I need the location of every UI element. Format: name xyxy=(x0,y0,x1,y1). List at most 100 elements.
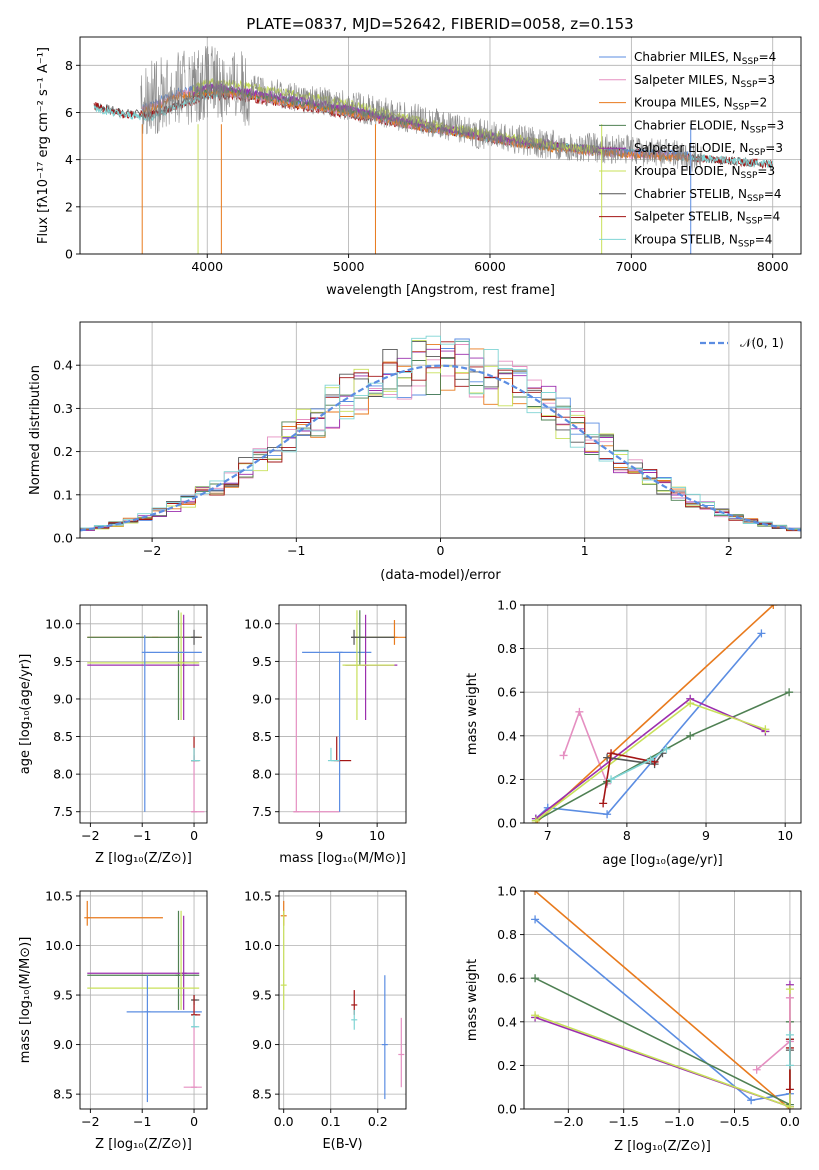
y-tick-label: 9.5 xyxy=(53,988,73,1003)
y-axis-label: age [log₁₀(age/yr)] xyxy=(18,654,33,775)
legend-suffix: =4 xyxy=(755,232,773,246)
weight-marker xyxy=(785,1102,794,1109)
weight-marker xyxy=(686,699,695,708)
legend-entry: Salpeter MILES, NSSP=3 xyxy=(634,73,775,90)
x-tick-label: −2 xyxy=(81,1114,99,1129)
y-tick-label: 0.4 xyxy=(53,358,73,373)
x-tick-label: 7 xyxy=(544,828,552,843)
legend-entry: Kroupa MILES, NSSP=2 xyxy=(634,96,767,113)
weight-marker xyxy=(559,751,568,760)
errorbar-axes: 0.0 0.1 0.2 8.5 9.0 9.5 10.0 10.5 xyxy=(244,888,407,1129)
y-tick-label: 1.0 xyxy=(497,884,517,899)
y-tick-label: 4 xyxy=(65,152,73,167)
weight-line xyxy=(534,891,791,1109)
y-tick-label: 9.0 xyxy=(252,691,272,706)
legend-suffix: =4 xyxy=(764,187,782,201)
x-axis-label: mass [log₁₀(M/M⊙)] xyxy=(279,851,406,866)
y-tick-label: 8.5 xyxy=(252,729,272,744)
legend-entry: 𝒩(0, 1) xyxy=(740,336,784,350)
y-axis-label: mass weight xyxy=(465,959,480,1041)
errorbar-axes-marks xyxy=(293,610,406,813)
weight-marker xyxy=(761,725,770,734)
weight-marker xyxy=(531,915,540,924)
legend-entry: Kroupa STELIB, NSSP=4 xyxy=(634,232,772,249)
weight-line xyxy=(535,632,763,820)
y-tick-label: 2 xyxy=(65,199,73,214)
weight-line xyxy=(535,605,774,823)
axes-frame xyxy=(79,36,802,255)
y-axis-label: mass [log₁₀(M/M⊙)] xyxy=(18,937,33,1064)
y-tick-label: 0.2 xyxy=(497,772,517,787)
y-tick-label: 0.2 xyxy=(53,444,73,459)
legend-subscript: SSP xyxy=(746,217,763,227)
weight-marker xyxy=(686,731,695,740)
y-tick-label: 10.0 xyxy=(45,938,73,953)
y-tick-label: 0.4 xyxy=(497,1014,517,1029)
x-tick-label: 9 xyxy=(315,828,323,843)
errorbar-axes: −2 −1 0 8.5 9.0 9.5 10.0 10.5 xyxy=(45,888,208,1129)
weight-marker xyxy=(607,749,616,758)
y-tick-label: 10.0 xyxy=(244,616,272,631)
x-axis-label: Z [log₁₀(Z/Z⊙)] xyxy=(95,851,192,866)
weight-marker xyxy=(531,1011,540,1020)
x-tick-label: 10 xyxy=(369,828,385,843)
figure-title: PLATE=0837, MJD=52642, FIBERID=0058, z=0… xyxy=(246,15,633,33)
y-tick-label: 8 xyxy=(65,58,73,73)
x-tick-label: 5000 xyxy=(333,259,365,274)
legend-subscript: SSP xyxy=(748,148,765,158)
y-tick-label: 10.5 xyxy=(244,888,272,903)
y-tick-label: 0.8 xyxy=(497,641,517,656)
weight-marker xyxy=(575,707,584,716)
weight-line xyxy=(534,989,791,1108)
weight-marker xyxy=(531,816,540,823)
legend-subscript: SSP xyxy=(747,194,764,204)
residuals-axes-marks xyxy=(80,335,801,533)
weight-marker xyxy=(531,891,540,895)
legend-subscript: SSP xyxy=(741,80,758,90)
y-tick-label: 9.0 xyxy=(53,1037,73,1052)
weight-marker xyxy=(785,1030,794,1039)
weight-marker xyxy=(785,993,794,1002)
x-tick-label: −1 xyxy=(287,543,305,558)
legend-entry: Salpeter STELIB, NSSP=4 xyxy=(634,210,780,227)
y-tick-label: 9.5 xyxy=(252,654,272,669)
x-tick-label: 0.2 xyxy=(368,1114,388,1129)
legend-subscript: SSP xyxy=(738,239,755,249)
normal-curve xyxy=(80,364,801,532)
errorbar-axes: −2 −1 0 7.5 8.0 8.5 9.0 9.5 10.0 xyxy=(45,604,208,843)
x-tick-label: 1 xyxy=(581,543,589,558)
weight-marker xyxy=(785,1061,794,1070)
weight-marker xyxy=(785,1085,794,1094)
x-tick-label: −0.5 xyxy=(719,1114,749,1129)
x-tick-label: −2 xyxy=(143,543,161,558)
x-tick-label: −1.0 xyxy=(664,1114,694,1129)
legend-subscript: SSP xyxy=(750,125,767,135)
x-tick-label: 7000 xyxy=(615,259,647,274)
x-tick-label: 8 xyxy=(623,828,631,843)
legend-suffix: =3 xyxy=(757,164,775,178)
axes-frame xyxy=(79,604,208,824)
weight-marker xyxy=(603,810,612,819)
x-tick-label: 4000 xyxy=(191,259,223,274)
y-tick-label: 0.8 xyxy=(497,927,517,942)
x-tick-label: −2 xyxy=(81,828,99,843)
y-tick-label: 9.0 xyxy=(252,1037,272,1052)
errorbar-axes-marks xyxy=(280,900,405,1100)
weight-line xyxy=(534,977,791,1106)
legend-entry: Chabrier MILES, NSSP=4 xyxy=(634,50,776,67)
axes-frame xyxy=(79,890,208,1110)
weight-axes-marks xyxy=(531,891,794,1109)
y-tick-label: 1.0 xyxy=(497,598,517,613)
y-tick-label: 10.5 xyxy=(45,888,73,903)
y-tick-label: 8.0 xyxy=(252,767,272,782)
residual-histogram xyxy=(80,341,801,533)
axes-frame xyxy=(278,604,407,824)
x-axis-label: wavelength [Angstrom, rest frame] xyxy=(326,283,555,298)
weight-axes: −2.0 −1.5 −1.0 −0.5 0.0 0.0 0.2 0.4 0.6 0.8 1.0 xyxy=(497,884,802,1129)
y-tick-label: 9.0 xyxy=(53,691,73,706)
x-tick-label: −2.0 xyxy=(553,1114,583,1129)
axes-frame xyxy=(523,604,802,824)
data-spectrum-line xyxy=(140,46,703,172)
